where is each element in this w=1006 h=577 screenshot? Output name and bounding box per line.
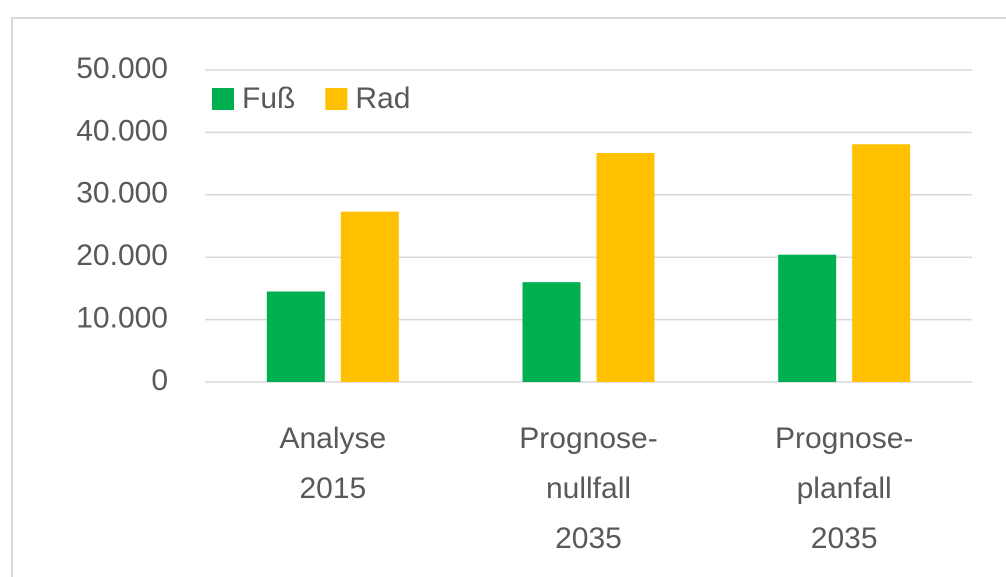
legend-label: Rad — [355, 82, 410, 115]
y-tick-label: 20.000 — [76, 239, 168, 272]
bar — [596, 152, 655, 382]
y-tick-label: 10.000 — [76, 302, 168, 335]
legend-swatch — [212, 88, 234, 110]
bar — [522, 282, 581, 382]
bar — [266, 291, 325, 382]
y-tick-label: 30.000 — [76, 177, 168, 210]
y-tick-label: 0 — [151, 364, 168, 397]
x-tick-label: 2035 — [555, 522, 622, 555]
x-tick-label: nullfall — [546, 472, 631, 505]
bar — [852, 144, 911, 382]
legend-swatch — [325, 88, 348, 110]
bar — [778, 254, 837, 382]
x-tick-label: Prognose- — [775, 422, 913, 455]
chart-frame — [11, 17, 1006, 577]
x-tick-label: 2035 — [811, 522, 878, 555]
x-tick-label: Prognose- — [519, 422, 657, 455]
x-tick-label: 2015 — [299, 472, 366, 505]
x-tick-label: Analyse — [279, 422, 386, 455]
bar — [340, 211, 399, 382]
legend-label: Fuß — [242, 82, 295, 115]
x-tick-label: planfall — [797, 472, 892, 505]
y-tick-label: 40.000 — [76, 114, 168, 147]
y-tick-label: 50.000 — [76, 52, 168, 85]
